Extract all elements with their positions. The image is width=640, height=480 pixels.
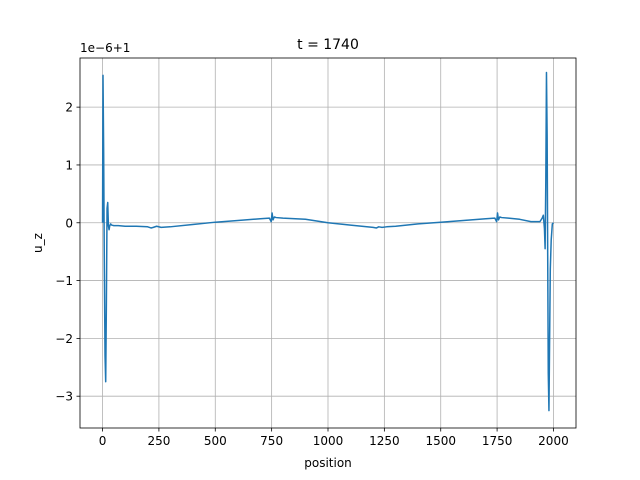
y-tick-label: −2 [55, 332, 73, 346]
x-axis: 0 250 500 750 1000 1250 1500 1750 2000 [99, 428, 569, 448]
x-tick-label: 1250 [369, 434, 400, 448]
x-tick-label: 750 [260, 434, 283, 448]
grid [80, 58, 576, 428]
y-tick-label: 2 [65, 101, 73, 115]
y-tick-label: −3 [55, 390, 73, 404]
x-tick-label: 0 [99, 434, 107, 448]
y-axis: 2 1 0 −1 −2 −3 [55, 101, 80, 404]
y-offset-label: 1e−6+1 [80, 41, 130, 55]
x-tick-label: 2000 [538, 434, 569, 448]
x-tick-label: 250 [147, 434, 170, 448]
series-line [101, 71, 554, 412]
line-layer [101, 71, 554, 412]
x-tick-label: 1500 [425, 434, 456, 448]
y-tick-label: 1 [65, 158, 73, 172]
x-tick-label: 1000 [313, 434, 344, 448]
y-axis-label: u_z [31, 233, 45, 253]
chart-title: t = 1740 [297, 37, 359, 53]
y-tick-label: −1 [55, 274, 73, 288]
x-tick-label: 1750 [482, 434, 513, 448]
y-tick-label: 0 [65, 216, 73, 230]
x-tick-label: 500 [204, 434, 227, 448]
x-axis-label: position [304, 456, 352, 470]
